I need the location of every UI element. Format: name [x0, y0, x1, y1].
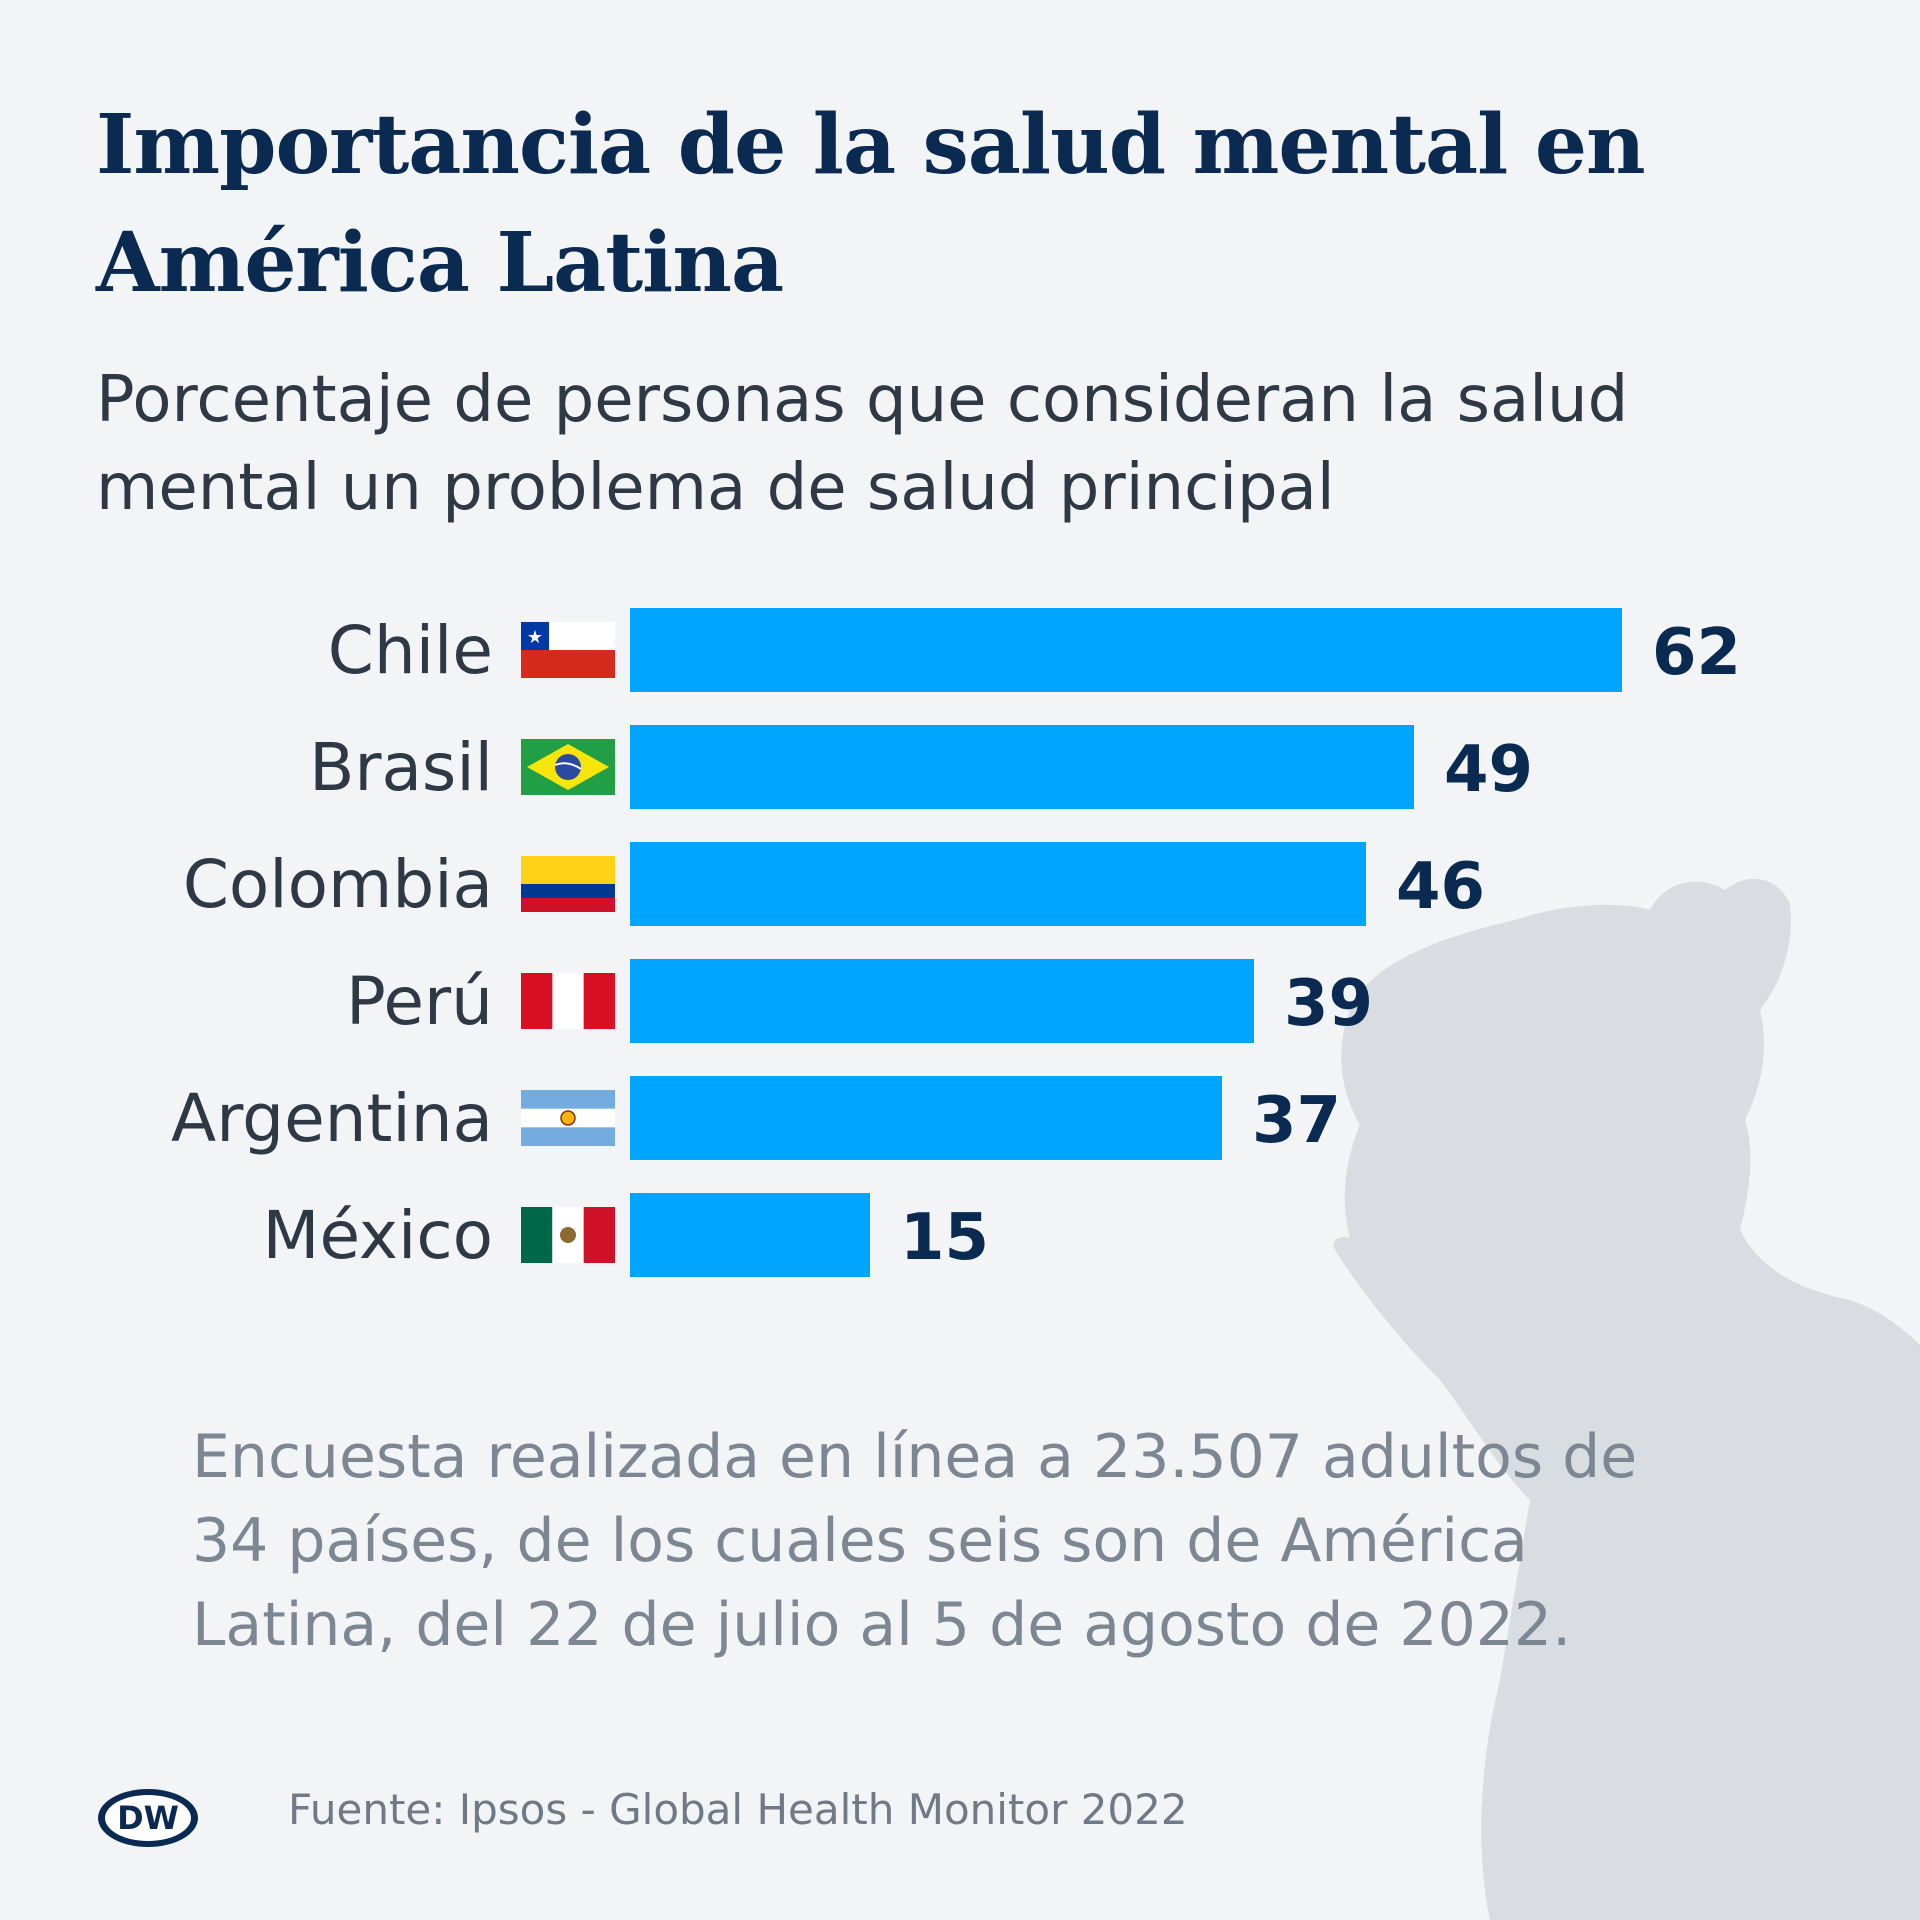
- dw-logo-text: DW: [117, 1799, 179, 1837]
- category-label: México: [263, 1197, 493, 1274]
- dw-logo: DW: [98, 1789, 198, 1847]
- bar: [630, 842, 1366, 926]
- bar: [630, 608, 1622, 692]
- value-label: 62: [1652, 616, 1741, 690]
- survey-note: Encuesta realizada en línea a 23.507 adu…: [192, 1422, 1638, 1660]
- argentina-flag-icon: [521, 1090, 615, 1146]
- bar: [630, 1076, 1222, 1160]
- value-label: 39: [1284, 967, 1373, 1041]
- svg-text:★: ★: [527, 627, 543, 648]
- value-label: 37: [1252, 1084, 1341, 1158]
- chile-flag-icon: ★: [521, 622, 615, 678]
- value-label: 46: [1396, 850, 1485, 924]
- category-label: Brasil: [309, 729, 493, 806]
- chart-subtitle: Porcentaje de personas que consideran la…: [96, 363, 1629, 525]
- mexico-flag-icon: [521, 1207, 615, 1263]
- bar: [630, 725, 1414, 809]
- bar: [630, 959, 1254, 1043]
- brazil-flag-icon: [521, 739, 615, 795]
- category-label: Perú: [346, 963, 493, 1040]
- bar: [630, 1193, 870, 1277]
- value-label: 15: [900, 1201, 989, 1275]
- peru-flag-icon: [521, 973, 615, 1029]
- category-label: Colombia: [183, 846, 493, 923]
- category-label: Argentina: [171, 1080, 493, 1157]
- page-title: Importancia de la salud mental en Améric…: [96, 97, 1646, 311]
- colombia-flag-icon: [521, 856, 615, 912]
- source-credit: Fuente: Ipsos - Global Health Monitor 20…: [288, 1785, 1188, 1834]
- category-label: Chile: [328, 612, 493, 689]
- value-label: 49: [1444, 733, 1533, 807]
